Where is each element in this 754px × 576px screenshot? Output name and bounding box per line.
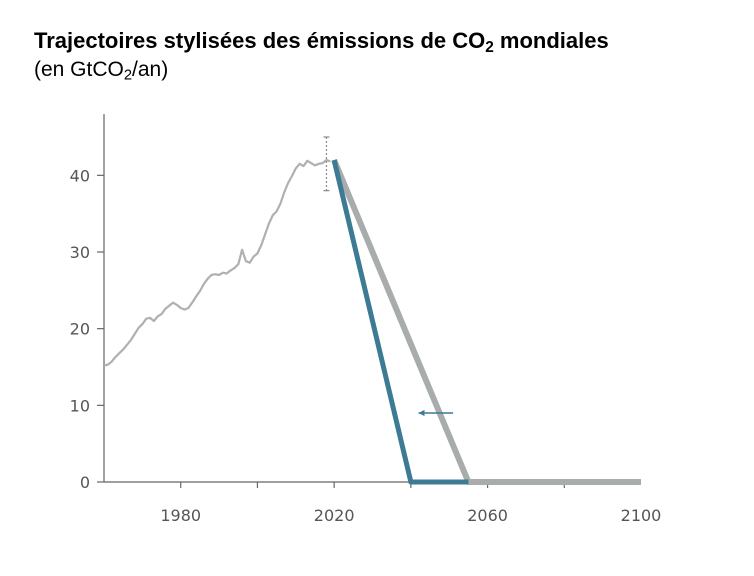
late-pathway-line (331, 158, 641, 485)
chart-labels: 0 10 20 30 40 1980 2020 2060 2100 (70, 166, 662, 525)
early-pathway-line (331, 159, 469, 485)
historical-emissions-line (103, 158, 331, 367)
chart-title: Trajectoires stylisées des émissions de … (34, 26, 609, 56)
y-tick-label: 0 (80, 473, 90, 492)
x-tick-label: 2060 (467, 506, 508, 525)
chart-subtitle-start: (en GtCO (34, 58, 124, 81)
chart-title-end: mondiales (493, 28, 609, 53)
y-tick-label: 20 (70, 320, 90, 339)
chart-subtitle-subscript: 2 (123, 67, 133, 84)
y-tick-label: 30 (70, 243, 90, 262)
y-tick-label: 40 (70, 166, 90, 185)
x-tick-label: 2100 (621, 506, 662, 525)
chart-marks (103, 136, 641, 485)
chart-subtitle: (en GtCO2/an) (34, 56, 609, 84)
chart-title-subscript: 2 (485, 38, 494, 56)
chart-title-main: Trajectoires stylisées des émissions de … (34, 28, 486, 53)
x-tick-label: 1980 (160, 506, 201, 525)
chart-subtitle-end: /an) (132, 58, 169, 81)
title-block: Trajectoires stylisées des émissions de … (34, 26, 609, 84)
y-tick-label: 10 (70, 396, 90, 415)
x-tick-label: 2020 (314, 506, 355, 525)
